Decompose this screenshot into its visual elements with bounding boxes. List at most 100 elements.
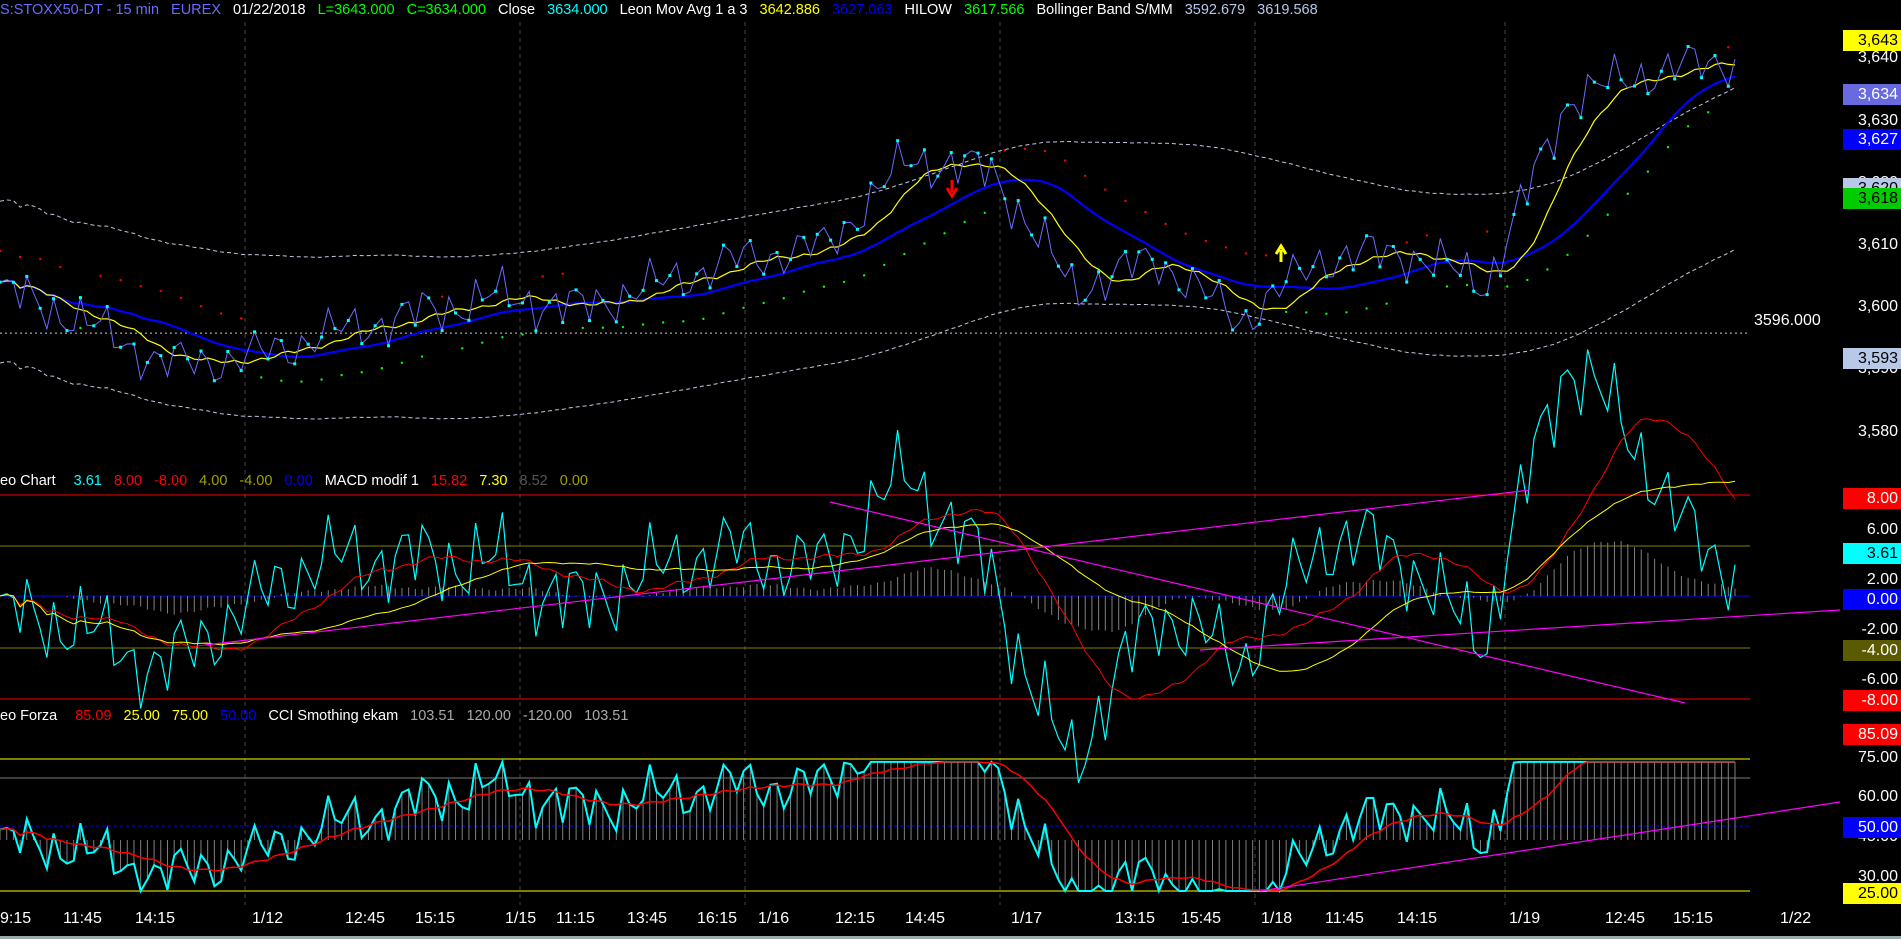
price-point [145, 360, 149, 364]
price-point [1351, 268, 1355, 272]
hilow-dot [1626, 192, 1630, 195]
ma-value-1: 3642.886 [759, 2, 820, 18]
price-point [400, 302, 404, 306]
macd-axis-tick: -2.00 [1861, 621, 1898, 638]
hilow-dot [561, 272, 564, 275]
price-point [829, 238, 833, 242]
cci-tag: 50.00 [1843, 817, 1901, 838]
price-axis-tick: 3,640 [1857, 49, 1898, 67]
hilow-dot [1546, 268, 1549, 271]
price-point [293, 362, 297, 366]
price-point [574, 288, 578, 292]
price-point [480, 298, 484, 302]
time-axis-tick: 1/18 [1261, 910, 1293, 927]
cci-value-1: 85.09 [75, 708, 112, 724]
hilow-dot [862, 274, 866, 277]
ma-fast-path [0, 62, 1736, 365]
price-point [896, 139, 900, 143]
price-point [748, 239, 752, 243]
price-point [1070, 263, 1074, 267]
macd-value-2: 8.00 [113, 473, 143, 489]
hilow-dot [903, 252, 906, 256]
price-point [561, 321, 565, 325]
price-point [1056, 264, 1060, 268]
price-point [614, 320, 618, 324]
cci-c1: 103.51 [410, 708, 455, 724]
price-point [949, 151, 953, 155]
price-point [976, 151, 980, 155]
price-point [1418, 257, 1422, 261]
cci-c2: 120.00 [466, 708, 511, 724]
hilow-dot [983, 211, 986, 215]
hilow-dot [139, 284, 142, 288]
price-point [1043, 216, 1047, 220]
close-field: C=3634.000 [406, 2, 487, 18]
price-point [1217, 279, 1221, 283]
price-point [454, 311, 458, 315]
price-point [1713, 54, 1717, 58]
cci-signal-line [0, 761, 1735, 891]
price-point [1257, 322, 1261, 326]
low-value: L=3643.000 [317, 2, 395, 18]
hilow-dot [1244, 252, 1248, 255]
hilow-dot [923, 242, 926, 245]
time-axis-tick: 1/17 [1011, 910, 1043, 927]
price-point [855, 227, 859, 231]
hilow-label: HILOW [904, 2, 952, 18]
macd-value-1: 3.61 [73, 473, 102, 489]
hilow-dot [782, 297, 785, 300]
hilow-dots [0, 46, 1730, 383]
hilow-dot [1506, 285, 1509, 288]
price-point [668, 273, 672, 277]
time-gridlines [244, 22, 1506, 905]
symbol-label[interactable]: S:STOXX50-DT - 15 min [0, 2, 160, 18]
chart-header: S:STOXX50-DT - 15 min EUREX 01/22/2018 L… [0, 0, 1330, 20]
hilow-dot [1043, 149, 1047, 153]
price-point [534, 329, 538, 333]
price-tag: 3,593 [1843, 348, 1901, 369]
price-point [1458, 273, 1462, 277]
price-point [440, 329, 444, 333]
cci-value-4: 50.00 [220, 708, 257, 724]
bb-upper-path [0, 87, 1736, 258]
price-point [11, 280, 15, 284]
hilow-dot [762, 301, 765, 305]
hilow-dot [461, 347, 464, 350]
ma-slow-path [0, 75, 1736, 359]
panel-borders [0, 494, 1750, 892]
cci-axis-tick: 75.00 [1857, 749, 1898, 766]
hilow-dot [661, 321, 665, 324]
time-axis-tick: 12:15 [835, 910, 876, 927]
hilow-dot [1646, 170, 1650, 173]
price-line [0, 45, 1736, 383]
price-point [494, 289, 498, 293]
price-point [346, 318, 350, 322]
horizontal-scrollbar[interactable] [0, 936, 1901, 939]
ma-label: Leon Mov Avg 1 a 3 [619, 2, 748, 18]
price-tag: 3,627 [1843, 129, 1901, 150]
price-point [641, 288, 645, 292]
hilow-dot [1465, 283, 1469, 287]
hilow-dot [59, 265, 62, 269]
price-point [105, 305, 109, 309]
hilow-dot [842, 280, 846, 284]
macd-axis-tick: 6.00 [1866, 521, 1898, 538]
time-axis-tick: 13:45 [627, 910, 668, 927]
price-point [869, 181, 873, 185]
hilow-dot [300, 380, 303, 383]
reference-line-label: 3596.000 [1754, 312, 1821, 329]
price-point [306, 342, 310, 346]
hilow-dot [1526, 278, 1529, 282]
price-point [507, 304, 511, 308]
price-point [78, 296, 82, 300]
hilow-dot [581, 326, 584, 330]
price-point [1525, 202, 1529, 206]
macd-m2: 7.30 [479, 473, 508, 489]
price-point [1164, 261, 1168, 265]
macd-tag: 8.00 [1843, 488, 1901, 509]
price-point [1445, 258, 1449, 262]
cci-c3: -120.00 [522, 708, 573, 724]
price-point [628, 294, 632, 298]
hilow-dot [722, 312, 725, 315]
